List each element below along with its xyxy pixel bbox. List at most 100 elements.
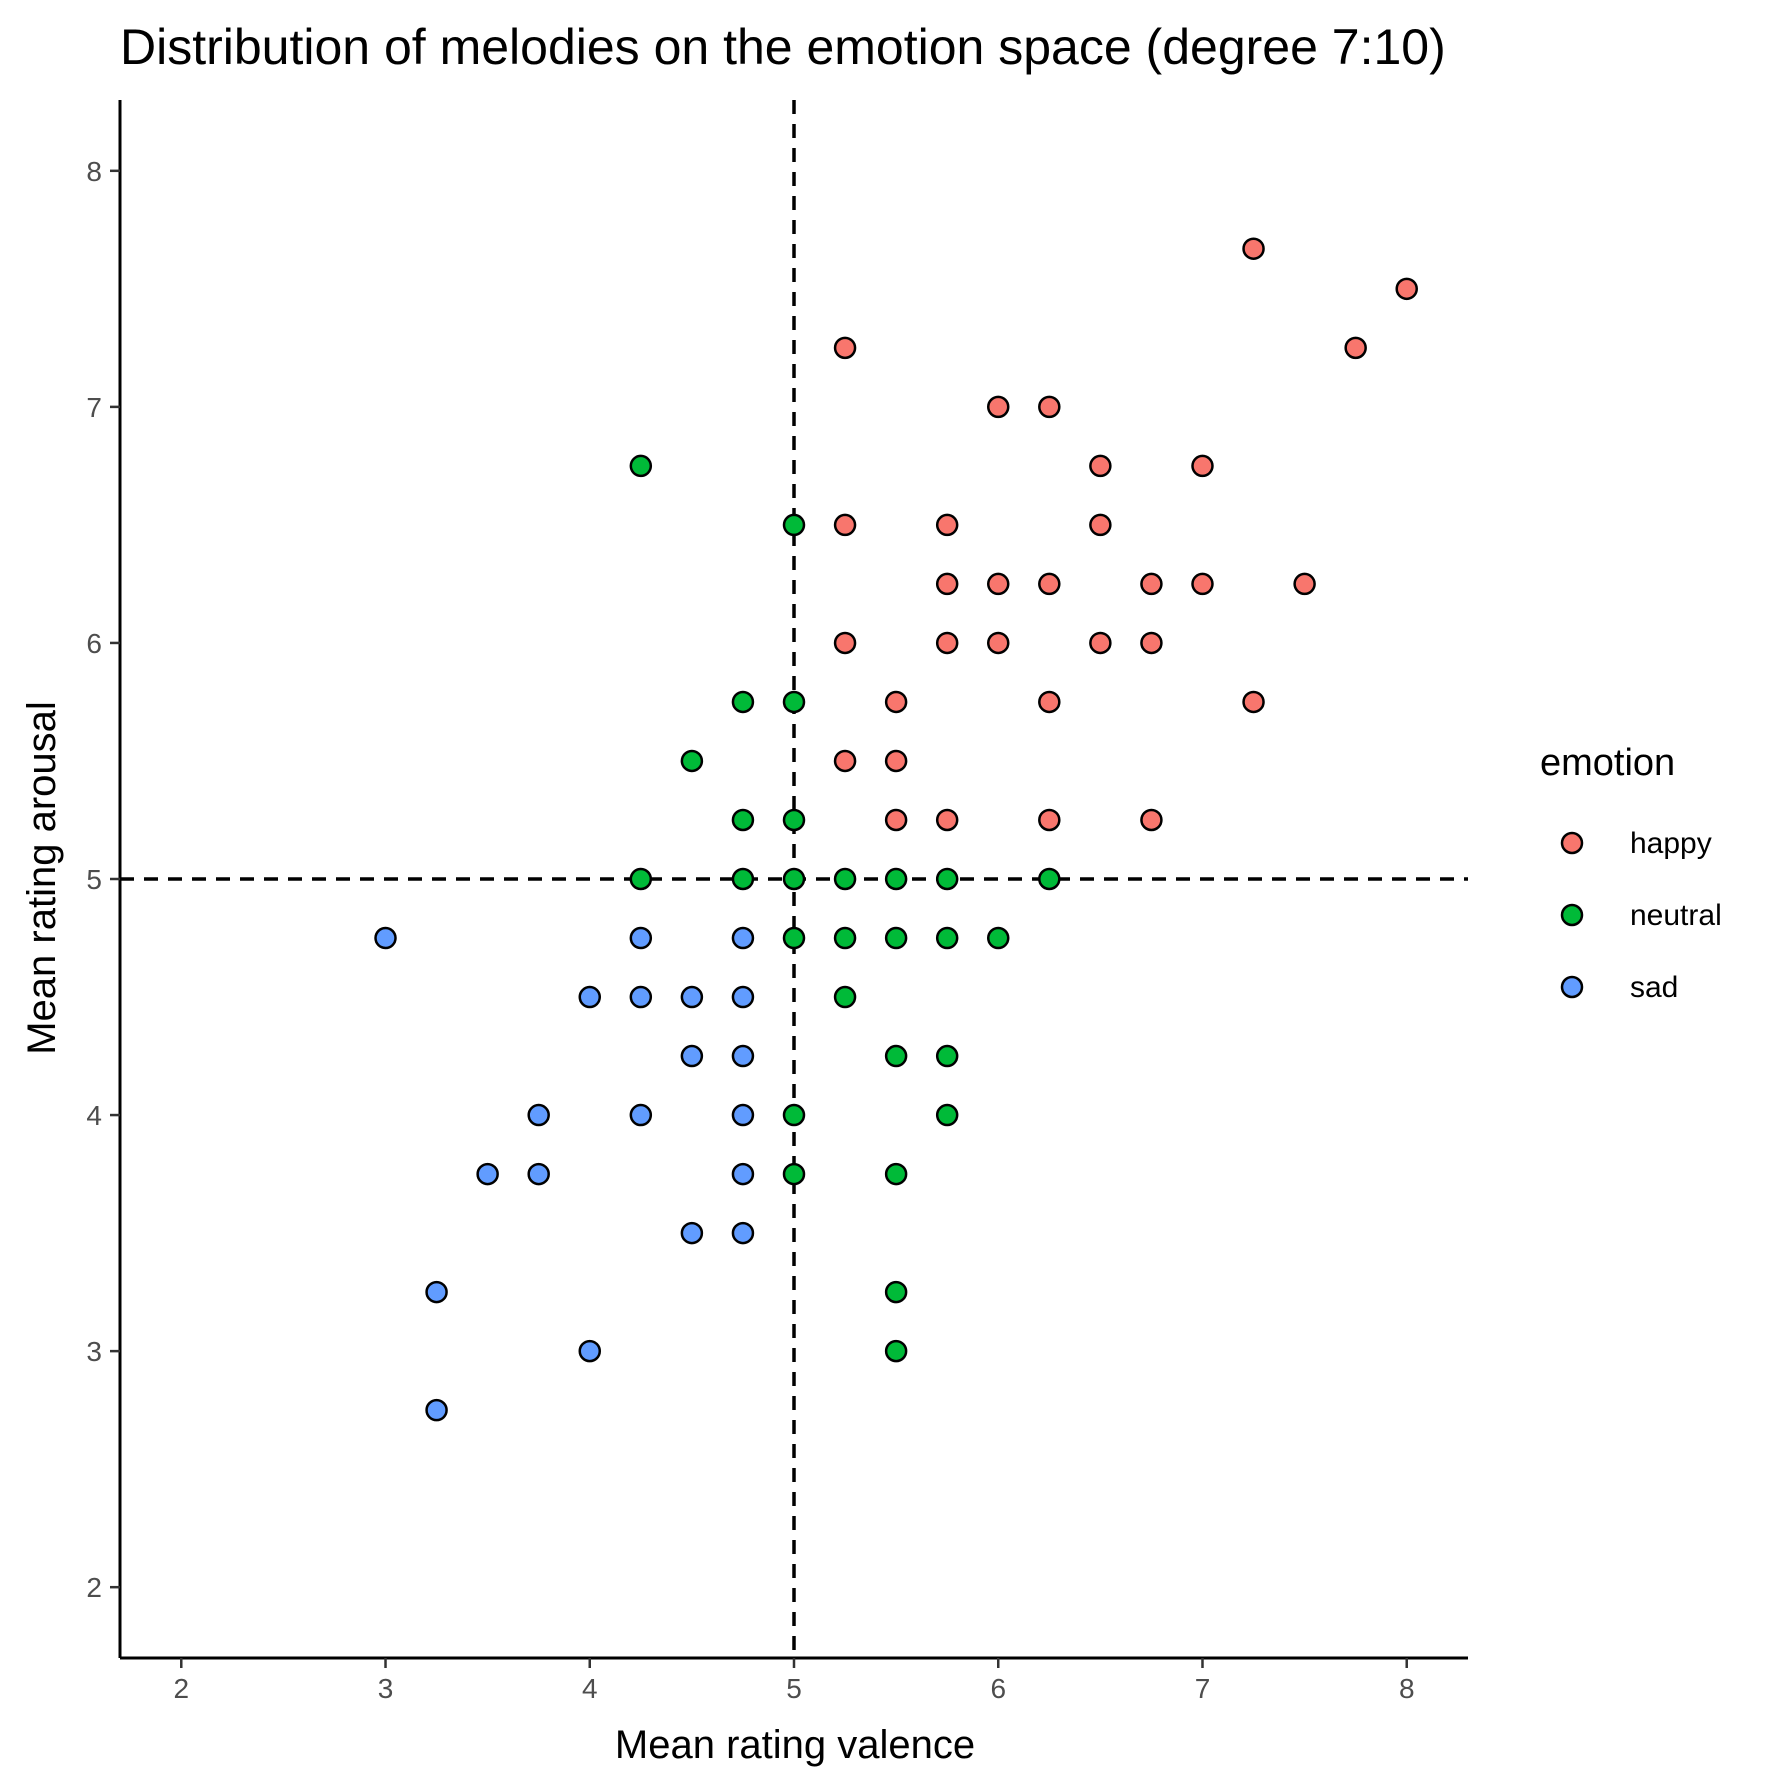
data-point-happy (884, 690, 908, 714)
y-tick-label: 5 (86, 864, 102, 895)
legend-label-sad: sad (1630, 971, 1678, 1004)
legend-title: emotion (1540, 742, 1675, 784)
x-axis-title: Mean rating valence (615, 1723, 975, 1767)
y-tick-label: 2 (86, 1572, 102, 1603)
data-point-neutral (782, 690, 806, 714)
data-point-happy (884, 808, 908, 832)
data-point-happy (986, 631, 1010, 655)
y-tick-label: 6 (86, 628, 102, 659)
data-point-happy (935, 513, 959, 537)
data-point-neutral (935, 1103, 959, 1127)
data-point-neutral (884, 1339, 908, 1363)
data-point-happy (1395, 277, 1418, 301)
data-point-neutral (782, 926, 806, 950)
data-point-neutral (935, 1044, 959, 1068)
data-point-happy (833, 749, 857, 773)
data-point-happy (1089, 631, 1112, 655)
legend-label-neutral: neutral (1630, 899, 1722, 932)
data-point-sad (731, 1103, 755, 1127)
legend: emotion happy neutral sad (1540, 742, 1722, 1004)
data-point-sad (731, 1162, 755, 1186)
data-point-sad (731, 1044, 755, 1068)
data-point-happy (1038, 572, 1061, 596)
data-point-happy (1293, 572, 1316, 596)
legend-key-happy (1560, 831, 1584, 855)
data-point-sad (425, 1280, 448, 1304)
data-point-sad (731, 985, 755, 1009)
x-tick-label: 3 (378, 1673, 394, 1704)
data-point-happy (1242, 690, 1265, 714)
x-tick-label: 7 (1195, 1673, 1211, 1704)
data-point-happy (935, 631, 959, 655)
data-point-happy (1140, 572, 1163, 596)
data-point-happy (1089, 454, 1112, 478)
y-tick-label: 3 (86, 1336, 102, 1367)
data-point-happy (935, 808, 959, 832)
data-point-sad (680, 985, 704, 1009)
data-point-sad (527, 1162, 550, 1186)
data-point-neutral (884, 1044, 908, 1068)
y-tick-label: 8 (86, 156, 102, 187)
data-point-happy (1089, 513, 1112, 537)
data-point-neutral (986, 926, 1010, 950)
data-point-neutral (935, 926, 959, 950)
data-point-neutral (782, 867, 806, 891)
data-point-sad (374, 926, 397, 950)
y-axis-title: Mean rating arousal (20, 701, 64, 1055)
chart-title: Distribution of melodies on the emotion … (120, 19, 1446, 75)
data-point-neutral (833, 867, 857, 891)
x-tick-label: 8 (1399, 1673, 1415, 1704)
data-point-sad (629, 1103, 653, 1127)
data-point-happy (884, 749, 908, 773)
y-tick-label: 7 (86, 392, 102, 423)
data-point-sad (578, 985, 602, 1009)
data-point-happy (1140, 631, 1163, 655)
data-point-neutral (935, 867, 959, 891)
data-point-sad (527, 1103, 550, 1127)
data-point-neutral (629, 454, 653, 478)
data-point-neutral (833, 926, 857, 950)
data-point-neutral (1038, 867, 1061, 891)
data-point-happy (1191, 572, 1214, 596)
x-tick-label: 4 (582, 1673, 598, 1704)
data-point-neutral (884, 1162, 908, 1186)
data-point-neutral (833, 985, 857, 1009)
data-point-neutral (731, 690, 755, 714)
data-point-sad (629, 985, 653, 1009)
data-point-happy (1038, 690, 1061, 714)
data-point-neutral (629, 867, 653, 891)
data-point-happy (833, 513, 857, 537)
data-point-happy (1242, 237, 1265, 260)
data-point-sad (731, 926, 755, 950)
data-point-sad (731, 1221, 755, 1245)
data-point-neutral (680, 749, 704, 773)
data-point-sad (425, 1398, 448, 1422)
data-point-happy (986, 572, 1010, 596)
data-point-happy (1038, 808, 1061, 832)
data-point-neutral (782, 808, 806, 832)
data-point-neutral (884, 867, 908, 891)
data-point-happy (1191, 454, 1214, 478)
data-point-happy (833, 631, 857, 655)
x-tick-label: 5 (786, 1673, 802, 1704)
data-point-sad (629, 926, 653, 950)
legend-label-happy: happy (1630, 827, 1712, 860)
legend-key-sad (1560, 975, 1584, 999)
data-point-sad (680, 1221, 704, 1245)
data-point-happy (1344, 336, 1367, 360)
data-point-neutral (731, 808, 755, 832)
data-point-happy (1038, 395, 1061, 419)
plot-area: 2 3 4 5 6 7 8 2 3 4 5 6 7 8 (86, 100, 1468, 1704)
data-point-neutral (884, 926, 908, 950)
data-point-neutral (731, 867, 755, 891)
data-point-sad (578, 1339, 602, 1363)
legend-key-neutral (1560, 903, 1584, 927)
data-point-neutral (782, 1103, 806, 1127)
data-point-neutral (782, 1162, 806, 1186)
data-point-neutral (884, 1280, 908, 1304)
data-point-sad (476, 1162, 499, 1186)
data-point-happy (986, 395, 1010, 419)
data-point-happy (833, 336, 857, 360)
